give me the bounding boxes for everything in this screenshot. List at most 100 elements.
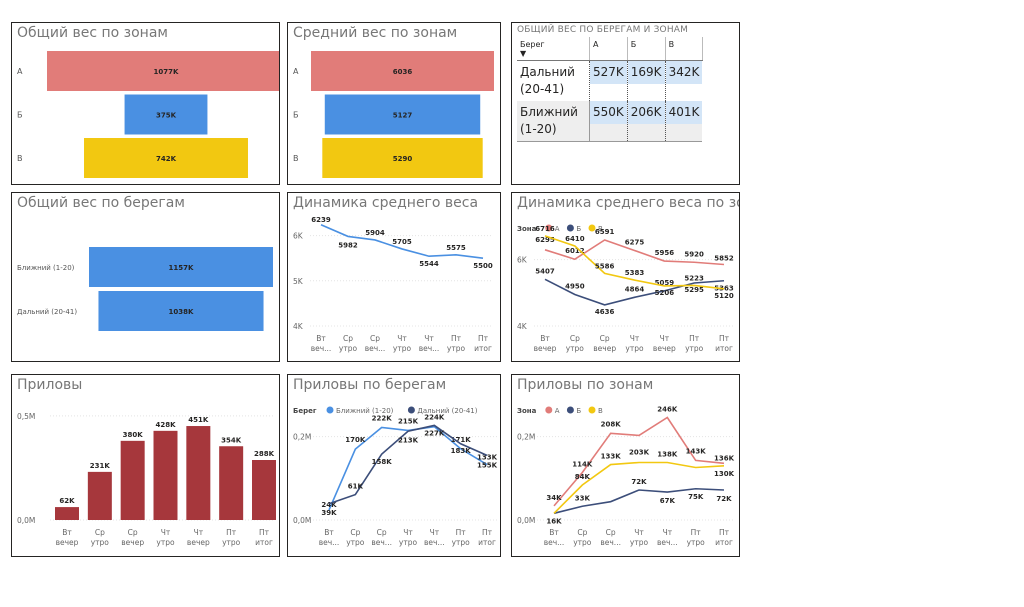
tile-avg-by-zone[interactable]: Средний вес по зонам А 6036 Б 5127 В 5290 xyxy=(287,22,501,185)
series-line xyxy=(328,424,488,505)
category-label: Дальний (20-41) xyxy=(17,308,77,316)
legend-item: Б xyxy=(576,225,581,233)
series-line xyxy=(553,461,725,514)
data-label: 133K xyxy=(601,453,622,461)
x-tick-label: Пт итог xyxy=(715,334,733,353)
legend-item: В xyxy=(598,225,603,233)
data-label: 380K xyxy=(123,431,144,439)
series-line xyxy=(553,416,725,507)
x-tick-label: Пт утро xyxy=(687,528,706,547)
legend-item: Ближний (1-20) xyxy=(336,407,394,415)
x-tick-label: Вт вечер xyxy=(56,528,79,547)
bar xyxy=(324,94,481,135)
data-label: 1077K xyxy=(154,68,179,76)
data-label: 136K xyxy=(714,454,735,462)
data-label: 143K xyxy=(686,447,707,455)
data-label: 5290 xyxy=(393,155,413,163)
legend-marker xyxy=(566,224,574,232)
bar-chart-avg-by-zone: А 6036 Б 5127 В 5290 xyxy=(293,51,494,178)
y-tick-label: 6K xyxy=(293,232,304,241)
x-tick-label: Пт утро xyxy=(222,528,241,547)
category-label: Б xyxy=(17,111,23,120)
line-chart-bycatch-zone: 0,0M 0,2M Зона А Б В 34K 114K 208K 246K 143K 136K 16… xyxy=(517,406,735,548)
y-tick-label: 4K xyxy=(517,322,528,331)
matrix-cell-value: 550K xyxy=(590,101,627,124)
matrix-row-header: Ближний (1-20) xyxy=(517,101,590,142)
matrix-header-v[interactable]: В xyxy=(665,37,703,61)
x-tick-label: Вт веч... xyxy=(544,528,565,547)
tile-avg-dynamics-zone[interactable]: Динамика среднего веса по зон... 4K 6K Зон… xyxy=(511,192,740,362)
x-tick-label: Ср утро xyxy=(573,528,592,547)
data-label: 5206 xyxy=(655,289,675,297)
data-label: 114K xyxy=(572,461,593,469)
data-label: 6036 xyxy=(393,68,413,76)
tile-weight-by-zone[interactable]: Общий вес по зонам А 1077K Б 375K В 742K xyxy=(11,22,280,185)
category-label: Ближний (1-20) xyxy=(17,264,75,272)
data-label: 16K xyxy=(546,517,562,525)
data-label: 4636 xyxy=(595,308,615,316)
data-label: 6295 xyxy=(535,236,555,244)
matrix-cell: 550K xyxy=(589,101,628,142)
legend-marker xyxy=(407,406,415,414)
tile-weight-by-shore[interactable]: Общий вес по берегам Ближний (1-20) 1157K… xyxy=(11,192,280,362)
data-label: 4950 xyxy=(565,282,585,290)
x-tick-label: Ср утро xyxy=(339,334,358,353)
data-label: 183K xyxy=(451,447,472,455)
x-tick-label: Пт утро xyxy=(452,528,471,547)
category-label: А xyxy=(293,67,299,76)
x-tick-label: Ср утро xyxy=(566,334,585,353)
tile-bycatch-shore[interactable]: Приловы по берегам 0,0M 0,2M Берег Ближний … xyxy=(287,374,501,557)
data-label: 34K xyxy=(546,494,562,502)
category-label: Б xyxy=(293,111,299,120)
category-label: А xyxy=(17,67,23,76)
data-label: 5586 xyxy=(595,262,615,270)
matrix-header-b[interactable]: Б xyxy=(627,37,666,61)
x-tick-label: Чт веч... xyxy=(419,334,440,353)
data-label: 62K xyxy=(59,497,75,505)
matrix-cell-value: 342K xyxy=(665,61,703,84)
matrix-cell: 527K xyxy=(589,60,628,101)
data-label: 742K xyxy=(156,155,177,163)
y-tick-label: 0,0M xyxy=(293,516,311,525)
data-label: 5575 xyxy=(446,244,466,252)
data-label: 451K xyxy=(188,416,209,424)
matrix-cell-value: 169K xyxy=(627,61,665,84)
data-label: 227K xyxy=(424,429,445,437)
bar xyxy=(124,94,208,135)
x-tick-label: Чт веч... xyxy=(657,528,678,547)
tile-bycatch-zone[interactable]: Приловы по зонам 0,0M 0,2M Зона А Б В 34K 114K 2… xyxy=(511,374,740,557)
data-label: 5407 xyxy=(535,267,555,275)
legend-item: Б xyxy=(576,407,581,415)
data-label: 203K xyxy=(629,449,650,457)
line-chart-bycatch-shore: 0,0M 0,2M Берег Ближний (1-20) Дальний (20-4… xyxy=(293,406,498,547)
bar xyxy=(311,51,494,91)
chart-title: Приловы по зонам xyxy=(517,377,654,393)
data-label: 138K xyxy=(657,451,678,459)
matrix-header-a[interactable]: А xyxy=(589,37,628,61)
bar xyxy=(47,51,279,91)
data-label: 170K xyxy=(345,436,366,444)
tile-matrix[interactable]: ОБЩИЙ ВЕС ПО БЕРЕГАМ И ЗОНАМ Берег ▼ А Б … xyxy=(511,22,740,185)
matrix-header-shore[interactable]: Берег ▼ xyxy=(517,37,590,61)
data-label: 231K xyxy=(90,462,111,470)
matrix-title: ОБЩИЙ ВЕС ПО БЕРЕГАМ И ЗОНАМ xyxy=(517,25,689,35)
data-label: 5852 xyxy=(714,255,734,263)
chart-title: Общий вес по зонам xyxy=(17,25,168,41)
chart-title: Динамика среднего веса xyxy=(293,195,479,211)
bar xyxy=(153,430,178,520)
y-tick-label: 0,5M xyxy=(17,412,35,421)
series-line xyxy=(320,224,484,259)
data-label: 5383 xyxy=(625,269,645,277)
chart-title: Средний вес по зонам xyxy=(293,25,458,41)
legend-marker xyxy=(326,406,334,414)
tile-avg-dynamics[interactable]: Динамика среднего веса 4K 5K 6K 6239 5982 590… xyxy=(287,192,501,362)
tile-bycatch[interactable]: Приловы 0,0M 0,5M 62K 231K 380K 428K 451K 354K 2… xyxy=(11,374,280,557)
data-label: 1157K xyxy=(169,264,194,272)
sort-desc-icon[interactable]: ▼ xyxy=(520,49,527,58)
data-label: 5127 xyxy=(393,112,413,120)
category-label: В xyxy=(293,154,299,163)
y-tick-label: 0,2M xyxy=(293,433,311,442)
y-tick-label: 0,2M xyxy=(517,433,535,442)
x-tick-label: Ср утро xyxy=(91,528,110,547)
chart-title: Общий вес по берегам xyxy=(17,195,185,211)
